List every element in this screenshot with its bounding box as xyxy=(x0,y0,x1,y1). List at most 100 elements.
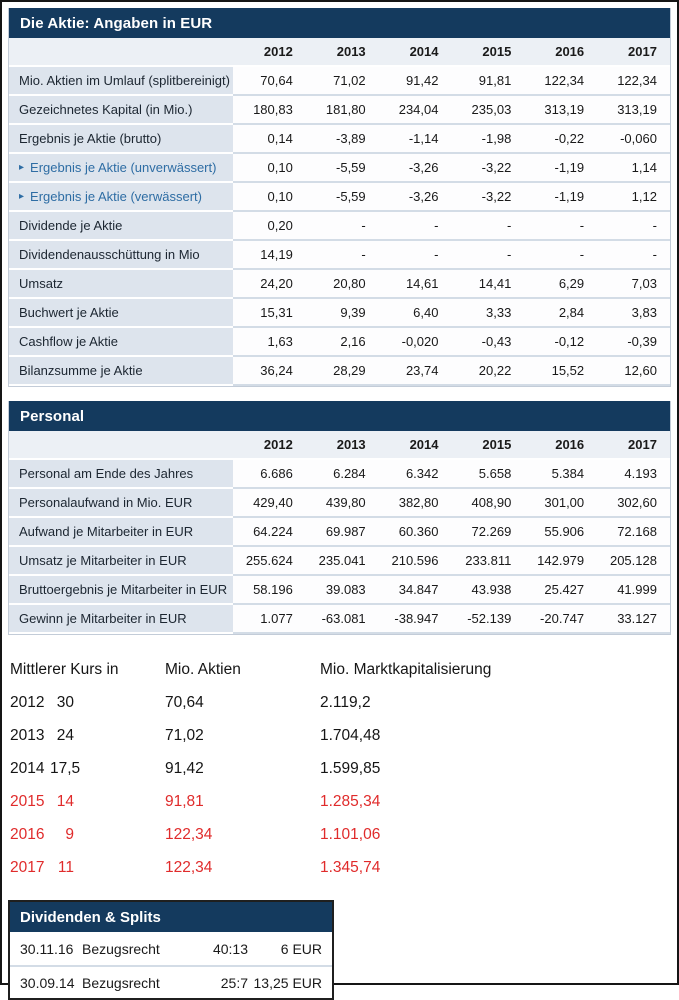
marktkap-value: 1.101,06 xyxy=(320,825,381,843)
value-cell: - xyxy=(506,218,512,233)
value-cell: 39.083 xyxy=(325,582,366,597)
row-label: Aufwand je Mitarbeiter in EUR xyxy=(9,518,233,547)
value-cell: -52.139 xyxy=(467,611,512,626)
table-row: Cashflow je Aktie 1,63 2,16 -0,020 -0,43… xyxy=(9,328,670,357)
value-cell: 91,81 xyxy=(478,73,512,88)
value-cell: - xyxy=(361,218,366,233)
value-cell: 5.384 xyxy=(551,466,585,481)
value-cell: 122,34 xyxy=(617,73,657,88)
value-cell: 15,31 xyxy=(260,305,293,320)
table-row-expandable: ▸ Ergebnis je Aktie (unverwässert) 0,10 … xyxy=(9,154,670,183)
year-header: 2016 xyxy=(555,437,585,452)
value-cell: -1,19 xyxy=(554,160,585,175)
dividend-ratio: 25:7 xyxy=(220,974,248,991)
marktkap-value: 1.704,48 xyxy=(320,726,381,744)
value-cell: 6.686 xyxy=(260,466,293,481)
kurs-year: 2017 xyxy=(10,858,45,876)
row-label: Umsatz je Mitarbeiter in EUR xyxy=(9,547,233,576)
table-row: Gezeichnetes Kapital (in Mio.) 180,83 18… xyxy=(9,96,670,125)
kurs-row-highlighted: 2016 9 122,34 1.101,06 xyxy=(10,818,671,851)
value-cell: 41.999 xyxy=(617,582,657,597)
marktkap-value: 1.345,74 xyxy=(320,858,381,876)
value-cell: 313,19 xyxy=(544,102,585,117)
value-cell: 58.196 xyxy=(253,582,293,597)
personal-table-title: Personal xyxy=(9,401,670,431)
row-label-text: Ergebnis je Aktie (unverwässert) xyxy=(30,160,217,175)
value-cell: 14,19 xyxy=(260,247,293,262)
marktkap-value: 1.599,85 xyxy=(320,759,381,777)
row-label: Cashflow je Aktie xyxy=(9,328,233,357)
kurs-header-aktien: Mio. Aktien xyxy=(165,660,241,678)
value-cell: 36,24 xyxy=(260,363,293,378)
value-cell: 12,60 xyxy=(624,363,657,378)
table-row: Personalaufwand in Mio. EUR 429,40 439,8… xyxy=(9,489,670,518)
row-label: Buchwert je Aktie xyxy=(9,299,233,328)
value-cell: -0,020 xyxy=(401,334,439,349)
row-label: Dividendenausschüttung in Mio xyxy=(9,241,233,270)
value-cell: -3,26 xyxy=(408,189,439,204)
value-cell: 122,34 xyxy=(544,73,585,88)
value-cell: 3,33 xyxy=(486,305,512,320)
value-cell: 2,84 xyxy=(558,305,585,320)
value-cell: -38.947 xyxy=(394,611,439,626)
value-cell: -3,26 xyxy=(408,160,439,175)
value-cell: 71,02 xyxy=(333,73,366,88)
value-cell: 181,80 xyxy=(325,102,366,117)
dividend-type: Bezugsrecht xyxy=(82,940,160,957)
value-cell: 255.624 xyxy=(245,553,293,568)
kurs-year: 2016 xyxy=(10,825,45,843)
value-cell: - xyxy=(434,247,439,262)
year-header: 2013 xyxy=(336,437,366,452)
row-label: Bilanzsumme je Aktie xyxy=(9,357,233,386)
value-cell: 20,80 xyxy=(333,276,366,291)
value-cell: 64.224 xyxy=(253,524,293,539)
value-cell: 0,10 xyxy=(267,160,293,175)
value-cell: -3,22 xyxy=(481,160,512,175)
row-label: Ergebnis je Aktie (brutto) xyxy=(9,125,233,154)
personal-years-header: 2012 2013 2014 2015 2016 2017 xyxy=(9,431,670,460)
aktien-value: 71,02 xyxy=(165,726,204,744)
value-cell: 20,22 xyxy=(478,363,512,378)
value-cell: 60.360 xyxy=(398,524,439,539)
year-header: 2012 xyxy=(263,437,293,452)
value-cell: -0,060 xyxy=(620,131,657,146)
value-cell: 233.811 xyxy=(465,553,512,568)
dividend-amount: 13,25 EUR xyxy=(253,974,322,991)
value-cell: 25.427 xyxy=(544,582,585,597)
row-label: Dividende je Aktie xyxy=(9,212,233,241)
aktien-value: 122,34 xyxy=(165,825,213,843)
value-cell: -0,22 xyxy=(554,131,585,146)
triangle-right-icon: ▸ xyxy=(19,161,25,173)
value-cell: -5,59 xyxy=(336,189,366,204)
value-cell: 0,14 xyxy=(267,131,293,146)
table-row: Bilanzsumme je Aktie 36,24 28,29 23,74 2… xyxy=(9,357,670,386)
value-cell: 33.127 xyxy=(617,611,657,626)
value-cell: - xyxy=(506,247,512,262)
value-cell: 3,83 xyxy=(631,305,657,320)
value-cell: 69.987 xyxy=(325,524,366,539)
table-row: Umsatz 24,20 20,80 14,61 14,41 6,29 7,03 xyxy=(9,270,670,299)
value-cell: 72.168 xyxy=(617,524,657,539)
value-cell: 301,00 xyxy=(544,495,585,510)
dividend-date: 30.09.14 xyxy=(20,974,75,991)
row-label: Umsatz xyxy=(9,270,233,299)
value-cell: 6,40 xyxy=(413,305,439,320)
aktie-years-header: 2012 2013 2014 2015 2016 2017 xyxy=(9,38,670,67)
value-cell: - xyxy=(434,218,439,233)
row-label: Bruttoergebnis je Mitarbeiter in EUR xyxy=(9,576,233,605)
row-label: Gewinn je Mitarbeiter in EUR xyxy=(9,605,233,634)
value-cell: 302,60 xyxy=(617,495,657,510)
dividend-type: Bezugsrecht xyxy=(82,974,160,991)
aktie-table-title: Die Aktie: Angaben in EUR xyxy=(9,8,670,38)
row-label: Personal am Ende des Jahres xyxy=(9,460,233,489)
value-cell: -3,89 xyxy=(336,131,366,146)
row-label-expandable[interactable]: ▸ Ergebnis je Aktie (unverwässert) xyxy=(9,154,233,183)
value-cell: 1,12 xyxy=(631,189,657,204)
value-cell: 0,20 xyxy=(267,218,293,233)
value-cell: 180,83 xyxy=(253,102,293,117)
value-cell: 23,74 xyxy=(405,363,439,378)
value-cell: 5.658 xyxy=(478,466,512,481)
row-label-expandable[interactable]: ▸ Ergebnis je Aktie (verwässert) xyxy=(9,183,233,212)
value-cell: 72.269 xyxy=(471,524,512,539)
personal-table: Personal 2012 2013 2014 2015 2016 2017 P… xyxy=(8,401,671,635)
